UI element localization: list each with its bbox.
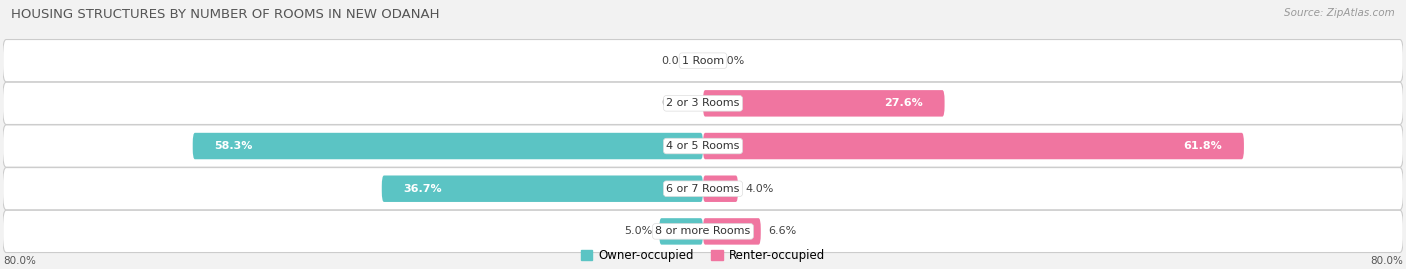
FancyBboxPatch shape	[703, 90, 945, 116]
Text: 4.0%: 4.0%	[745, 184, 773, 194]
Text: 80.0%: 80.0%	[3, 256, 35, 266]
Text: 2 or 3 Rooms: 2 or 3 Rooms	[666, 98, 740, 108]
Text: 5.0%: 5.0%	[624, 226, 652, 236]
Text: 61.8%: 61.8%	[1184, 141, 1222, 151]
Text: HOUSING STRUCTURES BY NUMBER OF ROOMS IN NEW ODANAH: HOUSING STRUCTURES BY NUMBER OF ROOMS IN…	[11, 8, 440, 21]
Text: 6.6%: 6.6%	[768, 226, 796, 236]
FancyBboxPatch shape	[3, 210, 1403, 253]
Text: 4 or 5 Rooms: 4 or 5 Rooms	[666, 141, 740, 151]
Text: 6 or 7 Rooms: 6 or 7 Rooms	[666, 184, 740, 194]
Text: 27.6%: 27.6%	[884, 98, 922, 108]
FancyBboxPatch shape	[703, 175, 738, 202]
Text: Source: ZipAtlas.com: Source: ZipAtlas.com	[1284, 8, 1395, 18]
Text: 0.0%: 0.0%	[716, 56, 744, 66]
FancyBboxPatch shape	[703, 218, 761, 245]
Text: 1 Room: 1 Room	[682, 56, 724, 66]
Legend: Owner-occupied, Renter-occupied: Owner-occupied, Renter-occupied	[581, 249, 825, 262]
FancyBboxPatch shape	[3, 125, 1403, 167]
Text: 58.3%: 58.3%	[215, 141, 253, 151]
FancyBboxPatch shape	[659, 218, 703, 245]
FancyBboxPatch shape	[703, 133, 1244, 159]
Text: 80.0%: 80.0%	[1371, 256, 1403, 266]
FancyBboxPatch shape	[3, 168, 1403, 210]
Text: 0.0%: 0.0%	[662, 98, 690, 108]
FancyBboxPatch shape	[3, 82, 1403, 125]
Text: 36.7%: 36.7%	[404, 184, 443, 194]
Text: 0.0%: 0.0%	[662, 56, 690, 66]
FancyBboxPatch shape	[193, 133, 703, 159]
FancyBboxPatch shape	[3, 40, 1403, 82]
FancyBboxPatch shape	[382, 175, 703, 202]
Text: 8 or more Rooms: 8 or more Rooms	[655, 226, 751, 236]
